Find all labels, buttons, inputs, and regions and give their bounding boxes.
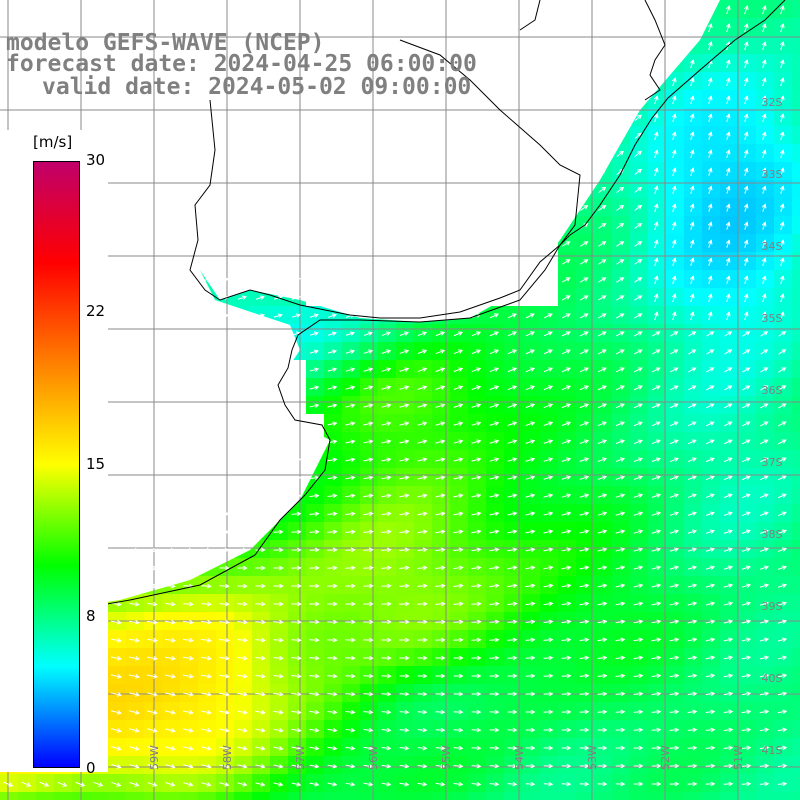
longitude-label: 51W bbox=[732, 745, 745, 770]
map-title-model: modelo GEFS-WAVE (NCEP) bbox=[6, 30, 325, 56]
latitude-label: 40S bbox=[762, 672, 783, 685]
longitude-label: 52W bbox=[659, 745, 672, 770]
latitude-label: 38S bbox=[762, 528, 783, 541]
latitude-label: 36S bbox=[762, 384, 783, 397]
latitude-label: 33S bbox=[762, 168, 783, 181]
longitude-label: 56W bbox=[367, 745, 380, 770]
colorbar-tick-15: 15 bbox=[86, 455, 106, 473]
colorbar-tick-22: 22 bbox=[86, 302, 106, 320]
coastline bbox=[0, 0, 786, 619]
colorbar-unit: [m/s] bbox=[33, 133, 73, 151]
map-title-valid-date: valid date: 2024-05-02 09:00:00 bbox=[42, 74, 472, 100]
latitude-label: 32S bbox=[762, 96, 783, 109]
longitude-label: 59W bbox=[148, 745, 161, 770]
colorbar-tick-0: 0 bbox=[86, 759, 96, 777]
latitude-label: 35S bbox=[762, 312, 783, 325]
longitude-label: 53W bbox=[586, 745, 599, 770]
longitude-label: 58W bbox=[221, 745, 234, 770]
wind-vectors bbox=[2, 4, 788, 787]
latitude-label: 37S bbox=[762, 456, 783, 469]
latitude-label: 39S bbox=[762, 600, 783, 613]
colorbar bbox=[33, 161, 80, 768]
latitude-label: 34S bbox=[762, 240, 783, 253]
colorbar-tick-8: 8 bbox=[86, 607, 96, 625]
longitude-label: 55W bbox=[440, 745, 453, 770]
longitude-label: 57W bbox=[294, 745, 307, 770]
latitude-labels: 32S 33S 34S 35S 36S 37S 38S 39S 40S 41S bbox=[762, 96, 783, 757]
longitude-label: 54W bbox=[513, 745, 526, 770]
colorbar-tick-30: 30 bbox=[86, 151, 106, 169]
map-title-forecast-date: forecast date: 2024-04-25 06:00:00 bbox=[6, 51, 477, 77]
latitude-label: 41S bbox=[762, 744, 783, 757]
